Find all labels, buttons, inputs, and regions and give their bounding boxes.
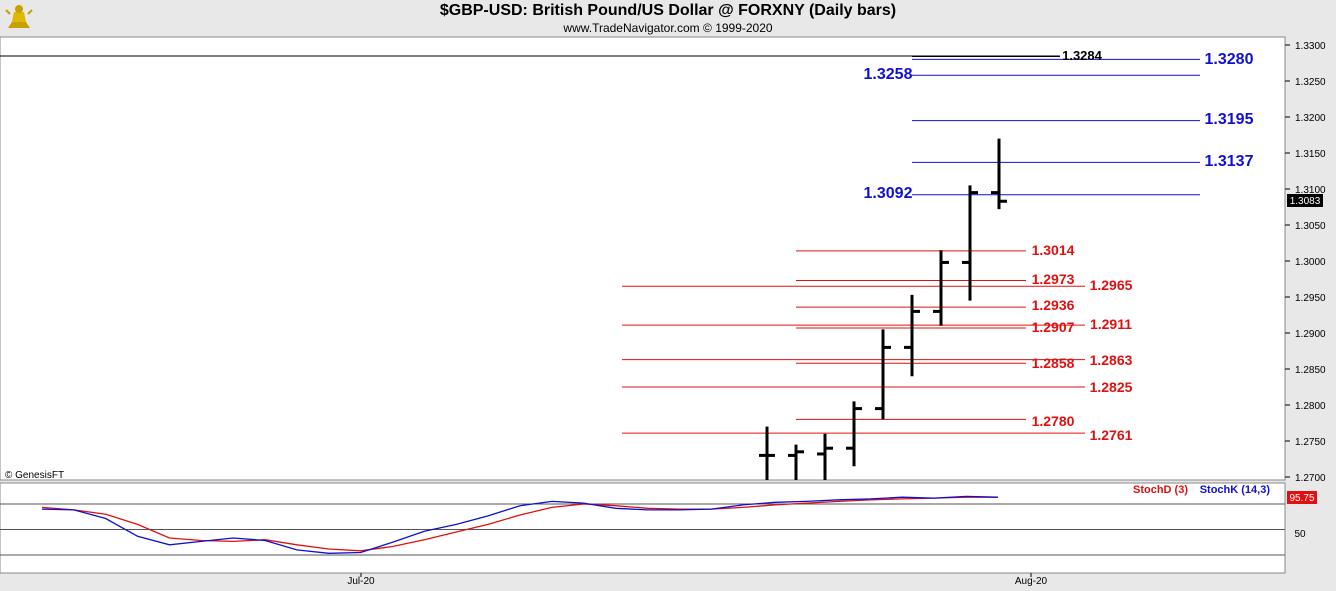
y-tick-label: 1.3050	[1295, 221, 1326, 232]
chart-title: $GBP-USD: British Pound/US Dollar @ FORX…	[439, 2, 897, 19]
level-label: 1.3195	[1205, 111, 1254, 128]
level-label: 1.3014	[1032, 242, 1075, 258]
ohlc-bar	[788, 444, 804, 480]
current-price-label: 1.3083	[1290, 196, 1321, 207]
ohlc-bar	[962, 185, 978, 301]
chart-subtitle: www.TradeNavigator.com © 1999-2020	[563, 21, 773, 35]
stoch-d-legend: StochD (3)	[1133, 484, 1188, 496]
level-label: 1.2973	[1032, 271, 1075, 287]
ohlc-bar	[991, 138, 1007, 210]
current-price-tag	[1287, 194, 1323, 207]
ohlc-bar	[933, 250, 949, 326]
stoch-value-label: 95.75	[1289, 493, 1314, 504]
price-panel	[0, 36, 1286, 481]
y-tick-label: 1.3150	[1295, 149, 1326, 160]
level-label: 1.3258	[864, 66, 913, 83]
y-tick-label: 1.3000	[1295, 257, 1326, 268]
y-tick-label: 1.2700	[1295, 473, 1326, 484]
level-label: 1.2907	[1032, 319, 1075, 335]
level-label: 1.2911	[1090, 316, 1132, 332]
level-label: 1.2825	[1090, 379, 1133, 395]
copyright-label: © GenesisFT	[5, 470, 64, 481]
level-label: 1.2965	[1090, 277, 1133, 293]
level-label: 1.3284	[1062, 48, 1103, 63]
level-label: 1.2858	[1032, 355, 1075, 371]
stoch-d-line	[41, 496, 998, 552]
stoch-k-line	[41, 495, 999, 554]
ohlc-bar	[904, 294, 920, 377]
level-label: 1.2780	[1032, 413, 1075, 429]
y-tick-label: 1.2900	[1295, 329, 1326, 340]
golden-bull-logo	[4, 5, 34, 31]
level-label: 1.3092	[864, 185, 913, 202]
y-tick-label: 1.2750	[1295, 437, 1326, 448]
y-tick-label: 1.3200	[1295, 113, 1326, 124]
stochastic-panel	[0, 482, 1286, 574]
x-label-aug: Aug-20	[1015, 576, 1048, 587]
x-label-jul: Jul-20	[347, 576, 375, 587]
ohlc-bar	[817, 433, 833, 480]
ohlc-bar	[759, 426, 775, 480]
level-label: 1.3280	[1205, 51, 1254, 68]
ohlc-bar	[846, 401, 862, 467]
y-tick-label: 1.2850	[1295, 365, 1326, 376]
level-label: 1.2761	[1090, 427, 1133, 443]
stoch-value-tag	[1287, 491, 1317, 504]
y-tick-label: 1.2800	[1295, 401, 1326, 412]
stoch-k-legend: StochK (14,3)	[1200, 484, 1271, 496]
y-tick-label: 1.3300	[1295, 41, 1326, 52]
stoch-tick-50: 50	[1294, 529, 1306, 540]
y-tick-label: 1.3250	[1295, 77, 1326, 88]
level-label: 1.2936	[1032, 297, 1075, 313]
y-tick-label: 1.3100	[1295, 185, 1326, 196]
level-label: 1.3137	[1205, 153, 1254, 170]
y-tick-label: 1.2950	[1295, 293, 1326, 304]
ohlc-bar	[875, 329, 891, 420]
level-label: 1.2863	[1090, 352, 1133, 368]
